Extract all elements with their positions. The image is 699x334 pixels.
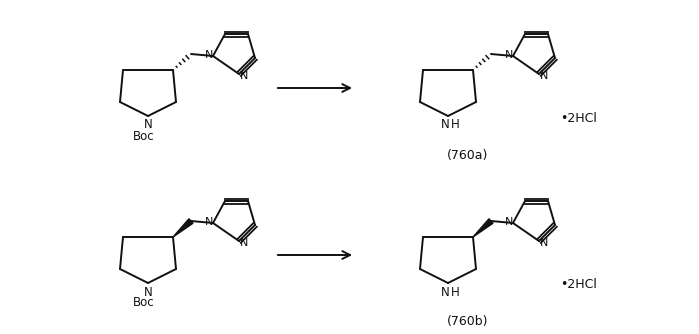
Text: (760a): (760a) bbox=[447, 149, 489, 162]
Text: N: N bbox=[205, 217, 213, 227]
Text: N: N bbox=[240, 238, 248, 248]
Text: N: N bbox=[440, 286, 449, 299]
Text: Boc: Boc bbox=[134, 297, 154, 310]
Text: H: H bbox=[451, 286, 459, 299]
Text: N: N bbox=[540, 71, 548, 81]
Text: N: N bbox=[505, 50, 513, 60]
Text: N: N bbox=[440, 119, 449, 132]
Polygon shape bbox=[473, 219, 493, 237]
Text: •2HCl: •2HCl bbox=[560, 112, 597, 125]
Text: H: H bbox=[451, 119, 459, 132]
Text: N: N bbox=[143, 286, 152, 299]
Text: N: N bbox=[540, 238, 548, 248]
Text: N: N bbox=[143, 119, 152, 132]
Text: (760b): (760b) bbox=[447, 316, 489, 329]
Text: N: N bbox=[205, 50, 213, 60]
Text: Boc: Boc bbox=[134, 130, 154, 143]
Polygon shape bbox=[173, 219, 193, 237]
Text: N: N bbox=[505, 217, 513, 227]
Text: N: N bbox=[240, 71, 248, 81]
Text: •2HCl: •2HCl bbox=[560, 279, 597, 292]
